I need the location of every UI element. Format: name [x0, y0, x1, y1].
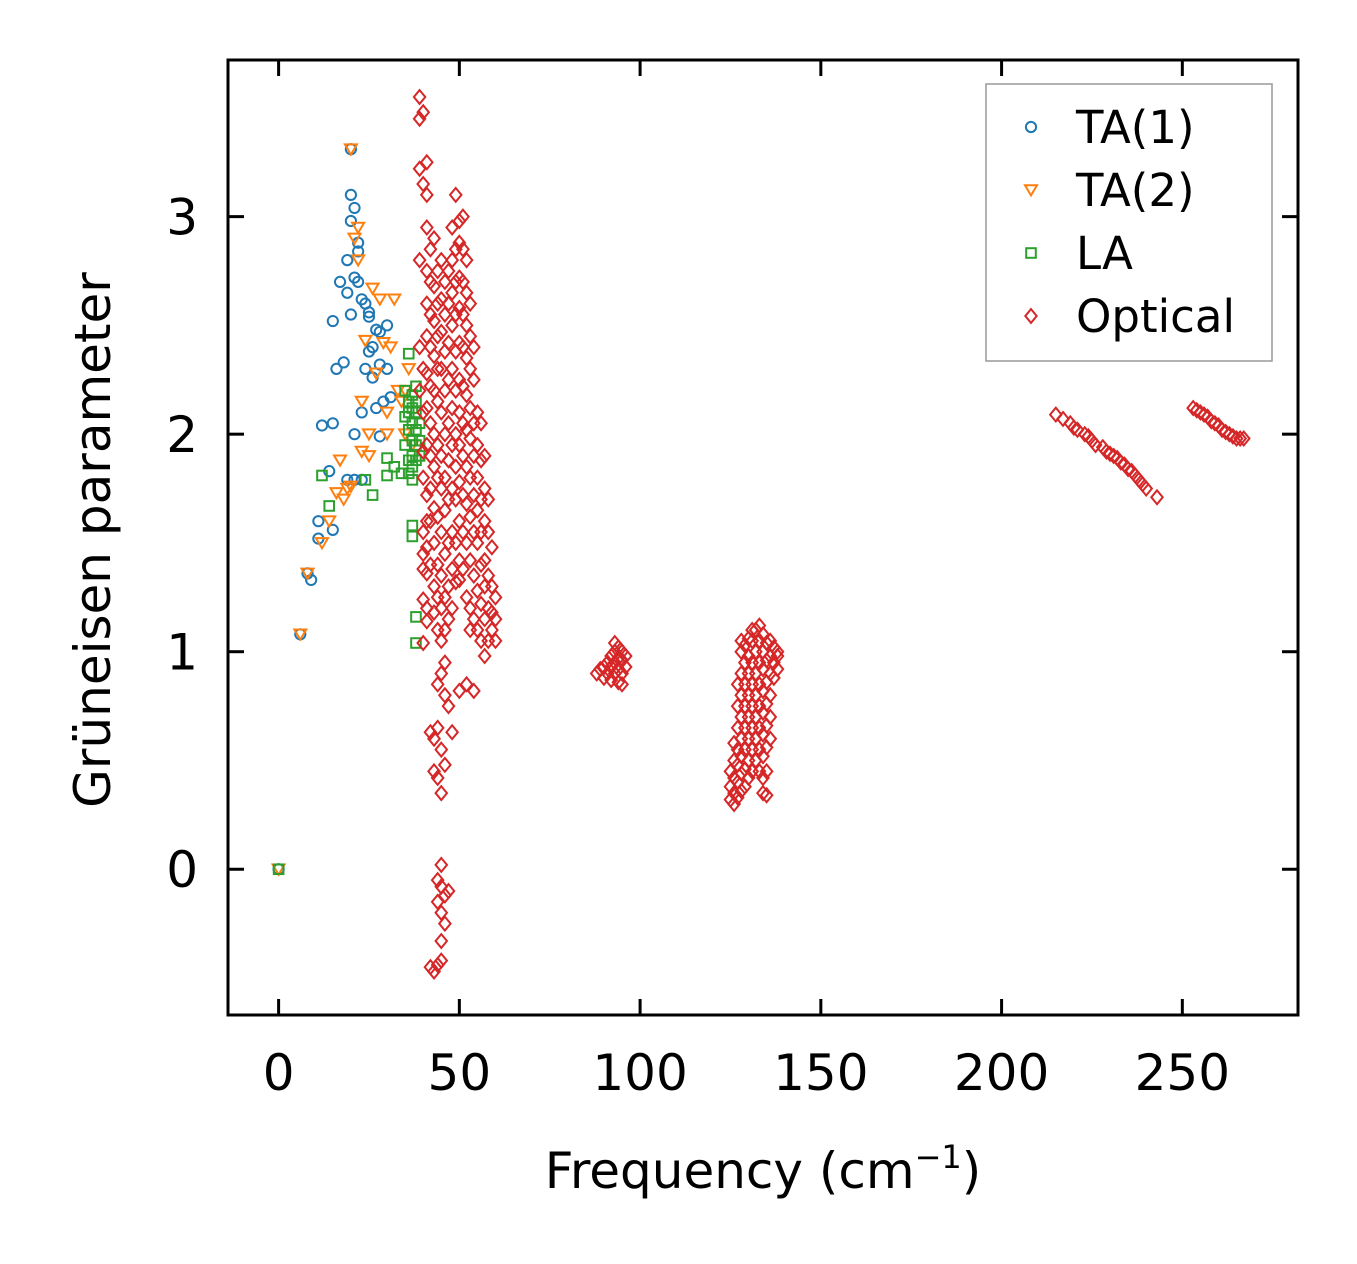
point-optical-92 [436, 934, 447, 948]
point-optical-8 [418, 362, 429, 376]
x-tick-label: 150 [773, 1044, 868, 1102]
point-optical-106 [439, 758, 450, 772]
point-optical-24 [421, 401, 432, 415]
point-ta-1-12 [335, 277, 345, 287]
point-optical-209 [475, 558, 486, 572]
point-ta-2-12 [352, 223, 364, 233]
point-optical-93 [436, 954, 447, 968]
point-ta-1-6 [317, 420, 327, 430]
point-la-26 [408, 532, 418, 542]
point-optical-200 [472, 471, 483, 485]
point-la-24 [408, 475, 418, 485]
point-la-25 [408, 521, 418, 531]
point-ta-2-6 [334, 455, 346, 465]
point-optical-368 [1151, 490, 1162, 504]
point-la-4 [368, 490, 378, 500]
point-optical-132 [446, 725, 457, 739]
point-la-12 [404, 349, 414, 359]
point-la-2 [324, 501, 334, 511]
point-ta-1-44 [382, 320, 392, 330]
x-tick-label: 200 [954, 1044, 1049, 1102]
point-ta-1-18 [346, 190, 356, 200]
legend-label-la: LA [1076, 227, 1133, 280]
point-optical-3 [414, 253, 425, 267]
point-optical-215 [479, 553, 490, 567]
point-ta-2-5 [330, 488, 342, 498]
point-optical-77 [436, 325, 447, 339]
legend-label-ta-2: TA(2) [1075, 164, 1195, 217]
y-tick-label: 1 [166, 624, 198, 682]
scatter-chart: 0 50 100 150 200 250 0 1 2 3 Frequency (cm−1) Grü… [0, 0, 1357, 1264]
point-ta-2-17 [363, 429, 375, 439]
point-optical-61 [432, 362, 443, 376]
point-optical-36 [425, 379, 436, 393]
y-tick-label: 2 [166, 406, 198, 464]
point-optical-45 [428, 279, 439, 293]
point-optical-195 [468, 569, 479, 583]
y-tick-label: 3 [166, 189, 198, 247]
x-tick-label: 50 [428, 1044, 492, 1102]
point-optical-383 [1238, 432, 1249, 446]
legend: TA(1) TA(2) LA Optical [986, 84, 1272, 361]
chart-container: 0 50 100 150 200 250 0 1 2 3 Frequency (cm−1) Grü… [0, 0, 1357, 1264]
point-optical-11 [418, 471, 429, 485]
point-optical-23 [421, 366, 432, 380]
point-optical-218 [479, 649, 490, 663]
point-ta-1-9 [328, 418, 338, 428]
point-optical-19 [421, 221, 432, 235]
point-ta-2-31 [403, 364, 415, 374]
point-ta-1-8 [328, 316, 338, 326]
legend-label-optical: Optical [1076, 290, 1235, 343]
point-ta-2-24 [381, 429, 393, 439]
point-ta-1-14 [342, 255, 352, 265]
point-optical-87 [436, 743, 447, 757]
legend-label-ta-1: TA(1) [1075, 101, 1195, 154]
point-ta-2-21 [374, 294, 386, 304]
point-ta-1-23 [349, 429, 359, 439]
point-ta-2-18 [363, 451, 375, 461]
point-ta-1-32 [360, 364, 370, 374]
point-optical-157 [457, 210, 468, 224]
point-optical-89 [436, 858, 447, 872]
point-optical-146 [454, 271, 465, 285]
y-tick-label: 0 [166, 841, 198, 899]
point-optical-133 [450, 188, 461, 202]
point-ta-2-7 [338, 495, 350, 505]
point-ta-1-30 [357, 475, 367, 485]
point-la-33 [411, 612, 421, 622]
point-ta-1-15 [342, 288, 352, 298]
point-ta-1-21 [349, 203, 359, 213]
point-optical-224 [486, 540, 497, 554]
point-ta-1-13 [339, 357, 349, 367]
point-ta-2-26 [388, 294, 400, 304]
point-ta-1-4 [313, 516, 323, 526]
point-ta-2-14 [356, 397, 368, 407]
x-tick-label: 100 [592, 1044, 687, 1102]
point-optical-88 [436, 786, 447, 800]
x-tick-label: 250 [1135, 1044, 1230, 1102]
x-tick-label: 0 [263, 1044, 295, 1102]
point-ta-2-16 [359, 336, 371, 346]
point-la-23 [408, 462, 418, 472]
point-optical-0 [414, 90, 425, 104]
x-axis-title: Frequency (cm−1) [545, 1138, 982, 1200]
y-axis-title: Grüneisen parameter [64, 272, 122, 808]
point-ta-1-20 [346, 309, 356, 319]
point-ta-2-19 [367, 284, 379, 294]
point-ta-1-19 [346, 216, 356, 226]
point-ta-2-25 [385, 342, 397, 352]
point-ta-2-23 [381, 408, 393, 418]
